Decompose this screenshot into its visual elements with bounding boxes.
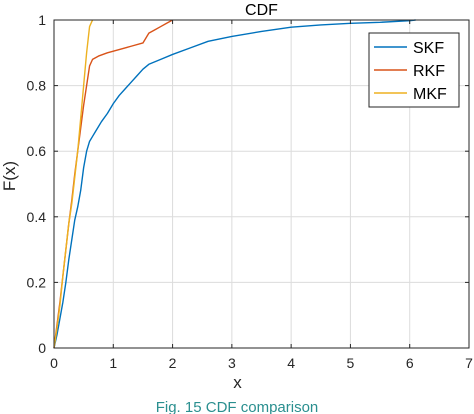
x-tick-label: 0 [50, 355, 58, 371]
y-tick-label: 0.4 [27, 209, 47, 225]
x-axis-ticks: 0 1 2 3 4 5 6 7 [50, 20, 473, 371]
y-axis-label: F(x) [0, 161, 19, 191]
x-tick-label: 6 [406, 355, 414, 371]
y-tick-label: 0.6 [27, 143, 47, 159]
y-tick-label: 0.2 [27, 274, 47, 290]
y-tick-label: 0.8 [27, 78, 47, 94]
legend: SKF RKF MKF [368, 32, 460, 108]
series-line-skf [53, 19, 416, 349]
axes-frame [53, 19, 470, 349]
x-tick-label: 3 [228, 355, 236, 371]
legend-label-mkf: MKF [413, 86, 447, 103]
x-tick-label: 1 [109, 355, 117, 371]
series-lines [53, 19, 416, 349]
y-tick-label: 1 [38, 12, 46, 28]
y-tick-label: 0 [38, 340, 46, 356]
legend-label-skf: SKF [413, 40, 444, 57]
x-tick-label: 7 [465, 355, 473, 371]
chart-title: CDF [245, 2, 278, 19]
x-tick-label: 2 [169, 355, 177, 371]
y-axis-ticks: 0 0.2 0.4 0.6 0.8 1 [27, 12, 469, 356]
x-tick-label: 4 [287, 355, 295, 371]
x-axis-label: x [233, 373, 242, 392]
legend-label-rkf: RKF [413, 63, 445, 80]
series-line-mkf [53, 19, 94, 349]
x-tick-label: 5 [347, 355, 355, 371]
figure-caption: Fig. 15 CDF comparison [156, 399, 319, 414]
